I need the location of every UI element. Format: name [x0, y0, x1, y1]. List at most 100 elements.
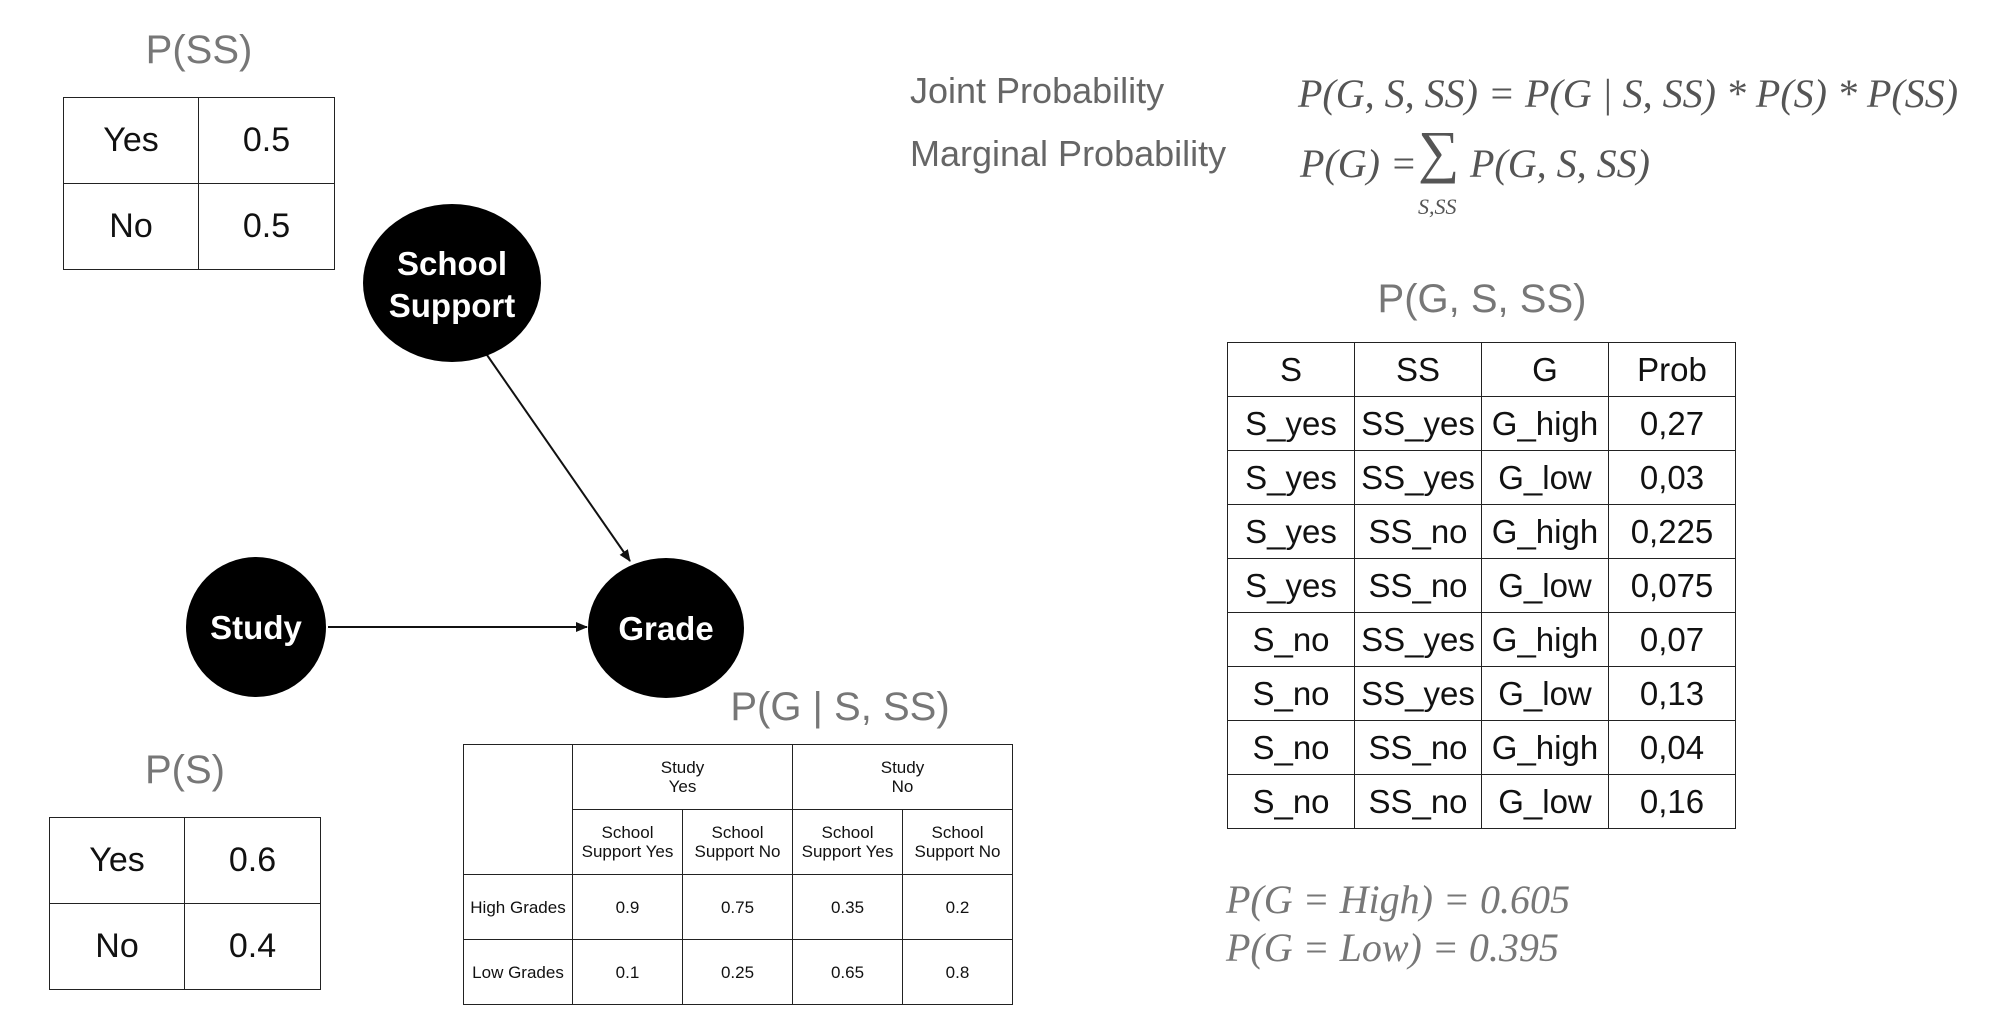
table-row: Yes 0.6: [49, 817, 321, 904]
prior-s-label: Yes: [49, 817, 185, 904]
table-row: S_no SS_no G_high 0,04: [1227, 720, 1736, 775]
prior-s-title: P(S): [145, 748, 225, 792]
cpt-cell: 0.2: [902, 874, 1013, 940]
joint-cell: S_yes: [1227, 558, 1355, 613]
cpt-subheader-line2: Support Yes: [801, 842, 894, 861]
result-low: P(G = Low) = 0.395: [1226, 925, 1559, 970]
cpt-subheader-line1: School: [821, 823, 874, 842]
node-school-support-line1: School: [397, 245, 507, 282]
cpt-subheader-line1: School: [711, 823, 764, 842]
cpt-group-line1: Study: [880, 758, 925, 777]
joint-cell: SS_no: [1354, 720, 1482, 775]
cpt-group-line1: Study: [660, 758, 705, 777]
cpt-corner-cell: [463, 744, 573, 875]
prior-ss-label: Yes: [63, 97, 199, 184]
prior-s-value: 0.4: [184, 903, 321, 990]
node-school-support: School Support: [363, 204, 541, 362]
joint-cell: 0,225: [1608, 504, 1736, 559]
joint-cell: 0,27: [1608, 396, 1736, 451]
joint-cell: S_no: [1227, 666, 1355, 721]
marginal-probability-label: Marginal Probability: [910, 133, 1227, 174]
cpt-subheader-line1: School: [601, 823, 654, 842]
joint-cell: G_high: [1481, 396, 1609, 451]
cpt-row-label: Low Grades: [463, 939, 573, 1005]
table-header-row: S SS G Prob: [1227, 342, 1736, 397]
joint-cell: S_yes: [1227, 504, 1355, 559]
joint-table: S SS G Prob S_yes SS_yes G_high 0,27 S_y…: [1227, 342, 1736, 829]
prior-ss-value: 0.5: [198, 97, 335, 184]
joint-header-s: S: [1227, 342, 1355, 397]
joint-cell: SS_yes: [1354, 396, 1482, 451]
cpt-subheader: School Support No: [902, 809, 1013, 875]
prior-ss-label: No: [63, 183, 199, 270]
prior-s-table: Yes 0.6 No 0.4: [49, 817, 321, 990]
table-row: Low Grades 0.1 0.25 0.65 0.8: [463, 939, 1013, 1005]
prior-ss-title: P(SS): [145, 28, 253, 72]
joint-header-prob: Prob: [1608, 342, 1736, 397]
cpt-subheader: School Support Yes: [572, 809, 683, 875]
table-row: No 0.4: [49, 903, 321, 990]
cpt-group-line2: No: [891, 777, 914, 796]
cpt-cell: 0.1: [572, 939, 683, 1005]
joint-cell: G_high: [1481, 720, 1609, 775]
table-row: S_no SS_no G_low 0,16: [1227, 774, 1736, 829]
summation-symbol: ∑: [1418, 119, 1460, 184]
joint-cell: G_low: [1481, 558, 1609, 613]
joint-cell: SS_no: [1354, 558, 1482, 613]
joint-cell: S_no: [1227, 612, 1355, 667]
joint-cell: 0,03: [1608, 450, 1736, 505]
cpt-group-header: Study Yes: [572, 744, 793, 810]
cpt-cell: 0.35: [792, 874, 903, 940]
cpt-cell: 0.75: [682, 874, 793, 940]
marginal-probability-rhs: P(G, S, SS): [1470, 141, 1650, 186]
cpt-table: Study Yes Study No School Support Yes Sc…: [463, 744, 1013, 1005]
joint-cell: S_yes: [1227, 396, 1355, 451]
joint-cell: SS_no: [1354, 504, 1482, 559]
cpt-cell: 0.25: [682, 939, 793, 1005]
joint-probability-formula: P(G, S, SS) = P(G | S, SS) * P(S) * P(SS…: [1298, 71, 1959, 116]
joint-cell: SS_yes: [1354, 612, 1482, 667]
joint-cell: G_low: [1481, 774, 1609, 829]
joint-header-g: G: [1481, 342, 1609, 397]
node-study: Study: [186, 557, 326, 697]
joint-cell: S_yes: [1227, 450, 1355, 505]
cpt-subheader-line2: Support No: [914, 842, 1001, 861]
table-row: Study Yes Study No: [463, 744, 1013, 875]
joint-cell: 0,075: [1608, 558, 1736, 613]
joint-header-ss: SS: [1354, 342, 1482, 397]
cpt-subheader-line2: Support Yes: [581, 842, 674, 861]
joint-cell: 0,04: [1608, 720, 1736, 775]
prior-ss-value: 0.5: [198, 183, 335, 270]
joint-probability-label: Joint Probability: [910, 70, 1165, 111]
cpt-row-label: High Grades: [463, 874, 573, 940]
table-row: High Grades 0.9 0.75 0.35 0.2: [463, 874, 1013, 940]
joint-cell: G_low: [1481, 666, 1609, 721]
table-row: S_yes SS_yes G_high 0,27: [1227, 396, 1736, 451]
cpt-subheader-line2: Support No: [694, 842, 781, 861]
node-grade-label: Grade: [618, 610, 713, 647]
prior-s-value: 0.6: [184, 817, 321, 904]
cpt-title: P(G | S, SS): [730, 685, 950, 729]
marginal-probability-lhs: P(G) =: [1300, 141, 1417, 186]
summation-subscript: S,SS: [1418, 194, 1457, 219]
table-row: No 0.5: [63, 183, 335, 270]
table-row: S_no SS_yes G_high 0,07: [1227, 612, 1736, 667]
table-row: S_yes SS_no G_high 0,225: [1227, 504, 1736, 559]
cpt-cell: 0.8: [902, 939, 1013, 1005]
cpt-subheader: School Support No: [682, 809, 793, 875]
node-grade: Grade: [588, 558, 744, 698]
joint-cell: 0,16: [1608, 774, 1736, 829]
table-row: S_yes SS_yes G_low 0,03: [1227, 450, 1736, 505]
node-school-support-line2: Support: [389, 287, 515, 324]
joint-cell: G_high: [1481, 504, 1609, 559]
cpt-group-line2: Yes: [668, 777, 697, 796]
joint-cell: SS_no: [1354, 774, 1482, 829]
cpt-group-header: Study No: [792, 744, 1013, 810]
prior-ss-table: Yes 0.5 No 0.5: [63, 97, 335, 270]
cpt-subheader: School Support Yes: [792, 809, 903, 875]
joint-cell: G_high: [1481, 612, 1609, 667]
joint-cell: G_low: [1481, 450, 1609, 505]
table-row: S_no SS_yes G_low 0,13: [1227, 666, 1736, 721]
joint-table-title: P(G, S, SS): [1377, 277, 1587, 321]
